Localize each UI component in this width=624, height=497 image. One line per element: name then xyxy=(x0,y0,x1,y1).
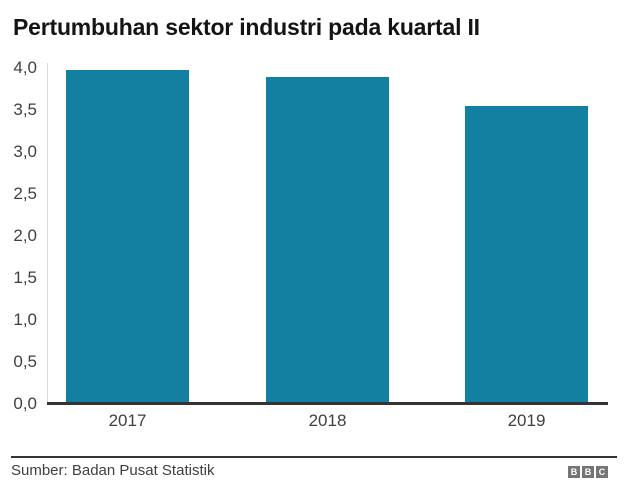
bar-2017 xyxy=(66,70,189,403)
bbc-logo: B B C xyxy=(568,466,608,478)
bbc-logo-block-1: B xyxy=(568,466,580,478)
bar-2018 xyxy=(266,77,389,403)
y-tick-label: 1,0 xyxy=(13,309,37,329)
y-tick-label: 2,0 xyxy=(13,225,37,245)
source-attribution: Sumber: Badan Pusat Statistik xyxy=(11,462,215,479)
y-tick-label: 2,5 xyxy=(13,183,37,203)
y-tick-label: 1,5 xyxy=(13,267,37,287)
y-tick-label: 3,5 xyxy=(13,99,37,119)
y-axis-line xyxy=(47,63,48,403)
chart-title: Pertumbuhan sektor industri pada kuartal… xyxy=(13,14,480,40)
y-tick-label: 0,0 xyxy=(13,393,37,413)
footer-divider xyxy=(11,456,617,458)
x-tick-label: 2017 xyxy=(108,411,147,430)
y-tick-label: 3,0 xyxy=(13,141,37,161)
bbc-logo-block-3: C xyxy=(596,466,608,478)
y-tick-label: 4,0 xyxy=(13,57,37,77)
x-tick-label: 2019 xyxy=(507,411,546,430)
bar-2019 xyxy=(465,106,588,403)
x-tick-label: 2018 xyxy=(308,411,347,430)
y-tick-label: 0,5 xyxy=(13,351,37,371)
x-axis-baseline xyxy=(47,402,608,405)
bbc-logo-block-2: B xyxy=(582,466,594,478)
